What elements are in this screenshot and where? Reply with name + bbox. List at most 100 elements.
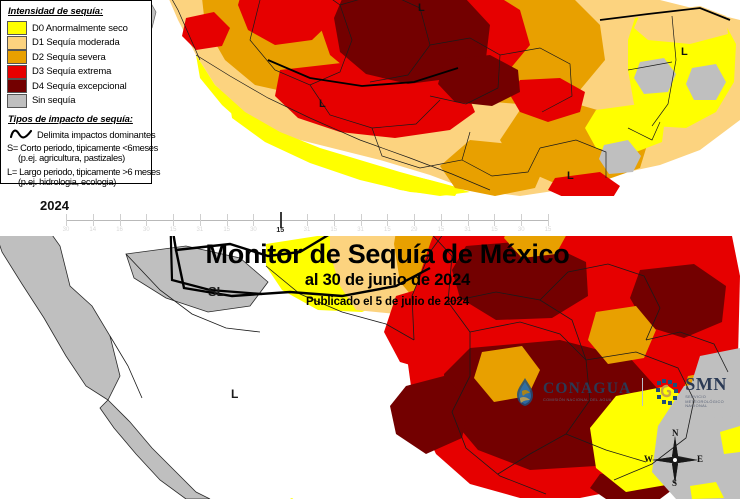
upper-map-svg — [128, 0, 740, 196]
timeline-tick-label: 30 — [517, 227, 525, 233]
legend-label-d2: D2 Sequía severa — [32, 51, 106, 63]
timeline-tick-label: 30 — [62, 227, 70, 233]
legend-category-list: D0 Anormalmente seco D1 Sequía moderada D2… — [7, 21, 145, 108]
timeline-tick — [199, 214, 201, 226]
logo-bar: CONAGUA COMISIÓN NACIONAL DEL AGUA SMN S… — [512, 371, 727, 413]
compass-south-label: S — [672, 478, 678, 488]
timeline-tick-label: 15 — [544, 227, 552, 233]
d1-yucatan-north — [634, 6, 728, 44]
nd-baja-sur — [99, 399, 211, 499]
legend-row-d2: D2 Sequía severa — [7, 50, 145, 65]
d2-isthmus — [440, 140, 545, 196]
d3-small-east — [510, 78, 585, 122]
nd-gray-ne — [690, 348, 740, 418]
upper-map-panel: L L L L — [0, 0, 740, 196]
timeline-tick-label: 15 — [223, 227, 230, 233]
impact-delineation-lower-2 — [169, 236, 263, 296]
timeline-tick — [92, 214, 94, 226]
timeline-tick — [307, 214, 308, 226]
d0-coast-band-2 — [230, 105, 460, 196]
state-borders-lower — [109, 236, 729, 495]
smn-name: SMN — [685, 373, 727, 394]
timeline-tick — [333, 214, 335, 226]
legend-swatch-d1 — [7, 35, 27, 50]
d4-core-3 — [390, 376, 470, 454]
legend-row-d4: D4 Sequía excepcional — [7, 79, 145, 94]
page-subtitle: al 30 de junio de 2024 — [304, 271, 471, 290]
timeline-tick-label: 15 — [383, 227, 391, 233]
compass-star-icon — [652, 436, 698, 484]
smn-greca-icon — [656, 379, 679, 405]
nd-gray-yucatan-2 — [686, 64, 726, 100]
legend-label-d0: D0 Anormalmente seco — [32, 22, 128, 34]
legend-impact-short-example: (p.ej. agricultura, pastizales) — [18, 153, 125, 163]
timeline-tick-label: 31 — [303, 227, 311, 233]
timeline-tick-label: 31 — [357, 227, 364, 233]
impact-delineation-upper — [267, 7, 731, 87]
lower-map-panel: SL L — [0, 236, 740, 499]
timeline-tick-label: 31 — [196, 227, 204, 233]
timeline-tick — [467, 214, 469, 226]
legend-swatch-nd — [7, 93, 27, 108]
timeline-tick — [387, 214, 389, 226]
legend-row-d1: D1 Sequía moderada — [7, 35, 145, 51]
legend-swatch-d0 — [7, 21, 27, 36]
compass-rose: N S W E — [642, 428, 708, 492]
impact-label-lower-l: L — [231, 387, 239, 401]
timeline-tick-label: 16 — [116, 227, 123, 233]
timeline-tick-label: 15 — [491, 227, 498, 233]
timeline-tick — [440, 214, 442, 226]
d3-west-small — [182, 12, 230, 50]
timeline-tick-label: 29 — [410, 227, 418, 233]
lower-map-svg — [0, 236, 740, 499]
timeline-tick — [146, 214, 148, 226]
legend-swatch-d2 — [7, 50, 27, 65]
conagua-name: CONAGUA — [543, 379, 632, 397]
d3-band-west — [238, 0, 335, 45]
nd-gray-oaxaca — [599, 140, 641, 174]
legend-impact-delimiter-row: Delimita impactos dominantes — [7, 128, 156, 141]
timeline-year-label: 2024 — [40, 198, 69, 213]
timeline-tick-label: 15 — [330, 227, 338, 233]
timeline-tick-current — [280, 212, 283, 228]
legend-impact-delimiter-label: Delimita impactos dominantes — [37, 129, 156, 140]
legend-label-nd: Sin sequía — [32, 95, 76, 107]
legend-intensity-title: Intensidad de sequía: — [8, 6, 104, 17]
legend-swatch-d3 — [7, 64, 27, 79]
d3-west-edge — [384, 284, 466, 372]
legend-label-d1: D1 Sequía moderada — [32, 37, 120, 49]
d0-yucatan-west — [585, 104, 665, 155]
compass-north-label: N — [672, 428, 679, 438]
impact-label-upper-1: L — [418, 2, 425, 14]
impact-label-upper-4: L — [681, 46, 688, 58]
legend-label-d3: D3 Sequía extrema — [32, 66, 112, 78]
legend-panel: Intensidad de sequía: D0 Anormalmente se… — [0, 0, 160, 187]
timeline-tick — [173, 214, 175, 226]
legend-row-nd: Sin sequía — [7, 93, 145, 109]
timeline-tick — [414, 214, 416, 226]
conagua-logo: CONAGUA COMISIÓN NACIONAL DEL AGUA — [512, 377, 631, 407]
conagua-subtitle: COMISIÓN NACIONAL DEL AGUA — [543, 397, 612, 403]
timeline-tick — [253, 214, 255, 226]
legend-swatch-d4 — [7, 79, 27, 94]
d0-patch-se2 — [690, 482, 724, 499]
d2-circle-1 — [588, 306, 656, 364]
timeline-axis: 2024 30 14 16 30 15 31 15 30 15 31 15 31 15 29 15 31 15 3… — [0, 196, 600, 236]
compass-west-label: W — [644, 454, 653, 464]
nd-baja-norte — [0, 236, 121, 401]
timeline-tick-label: 15 — [437, 227, 445, 233]
timeline-tick — [226, 214, 228, 226]
title-block: Monitor de Sequía de México al 30 de jun… — [205, 240, 570, 309]
impact-label-upper-2: L — [319, 98, 326, 110]
conagua-water-icon — [517, 378, 533, 406]
impact-delineation-lower — [172, 236, 431, 298]
timeline-tick — [119, 214, 121, 226]
timeline-tick-label: 14 — [89, 227, 97, 233]
timeline-tick — [548, 214, 549, 226]
timeline-tick — [521, 214, 523, 226]
timeline-tick-label: 15 — [169, 227, 177, 233]
legend-row-d3: D3 Sequía extrema — [7, 64, 145, 80]
impact-label-lower-sl: SL — [208, 284, 225, 299]
d2-circle-3 — [504, 236, 566, 258]
